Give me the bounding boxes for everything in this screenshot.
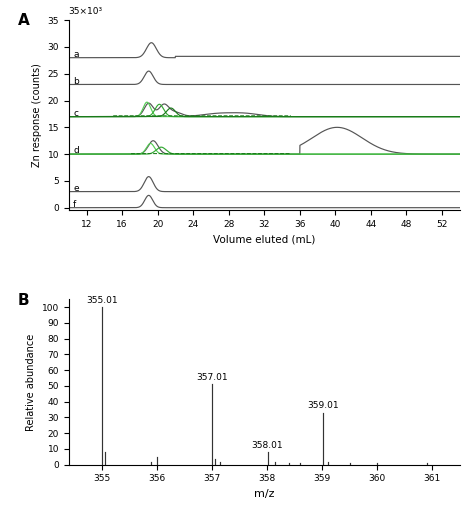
Text: e: e <box>73 184 79 193</box>
X-axis label: m/z: m/z <box>254 489 274 499</box>
Text: 359.01: 359.01 <box>307 401 338 410</box>
Text: 35×10³: 35×10³ <box>69 8 103 16</box>
Text: 355.01: 355.01 <box>87 296 118 305</box>
Y-axis label: Zn response (counts): Zn response (counts) <box>32 63 42 167</box>
Text: A: A <box>18 13 30 28</box>
Text: 357.01: 357.01 <box>197 373 228 382</box>
Text: c: c <box>73 109 78 118</box>
Text: 358.01: 358.01 <box>252 441 283 449</box>
Y-axis label: Relative abundance: Relative abundance <box>26 333 36 431</box>
X-axis label: Volume eluted (mL): Volume eluted (mL) <box>213 235 315 244</box>
Text: a: a <box>73 50 79 59</box>
Text: f: f <box>73 200 76 209</box>
Text: b: b <box>73 77 79 86</box>
Text: d: d <box>73 146 79 156</box>
Text: B: B <box>18 292 29 308</box>
